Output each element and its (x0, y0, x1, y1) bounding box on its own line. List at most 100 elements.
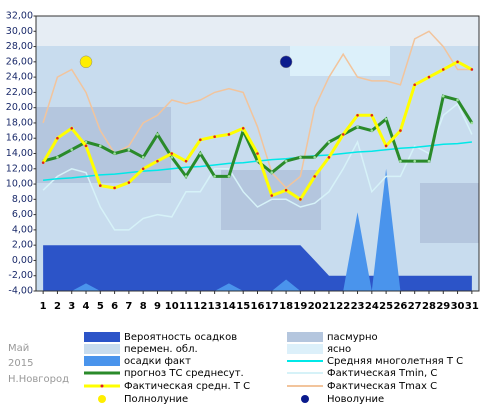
point (227, 175, 231, 178)
y-tick-label: -2,00 (8, 270, 33, 281)
point (456, 60, 459, 64)
y-tick-label: 22,00 (6, 87, 33, 98)
x-tick-label: 16 (251, 301, 265, 312)
y-tick-label: 0,00 (12, 255, 33, 266)
legend-swatch (287, 344, 323, 354)
x-tick-label: 13 (208, 301, 222, 312)
point (184, 175, 188, 178)
point (56, 156, 59, 159)
y-tick-label: -4,00 (8, 286, 33, 297)
y-tick-label: 14,00 (6, 148, 33, 159)
x-tick-label: 29 (436, 301, 450, 312)
y-tick-label: 26,00 (6, 56, 33, 67)
point (213, 135, 216, 138)
point (384, 117, 388, 121)
point (413, 159, 416, 163)
y-tick-label: 32,00 (6, 11, 33, 22)
x-tick-label: 8 (140, 301, 147, 312)
legend-swatch (287, 332, 323, 342)
moon-marker (79, 55, 93, 69)
point (427, 75, 431, 79)
point (370, 114, 374, 117)
point (113, 152, 116, 155)
point (170, 156, 174, 159)
x-tick-label: 28 (422, 301, 436, 312)
x-tick-label: 25 (379, 301, 393, 312)
point (127, 148, 131, 151)
x-tick-label: 9 (154, 301, 161, 312)
point (270, 171, 274, 174)
x-tick-label: 12 (193, 301, 207, 312)
point (370, 129, 374, 132)
legend-label: перемен. обл. (124, 344, 198, 355)
point (441, 68, 445, 71)
point (213, 175, 216, 178)
point (284, 159, 288, 163)
legend-swatch (84, 344, 120, 354)
area (43, 168, 472, 291)
legend-label: Фактическая Tmin, С (327, 368, 437, 379)
y-tick-label: 16,00 (6, 133, 33, 144)
legend-label: пасмурно (327, 332, 378, 343)
y-tick-label: 30,00 (6, 26, 33, 37)
legend-label: Новолуние (327, 394, 384, 405)
point (384, 144, 388, 148)
legend-swatch (84, 356, 120, 366)
point (41, 161, 45, 164)
x-tick-label: 7 (125, 301, 132, 312)
month: Май (8, 343, 29, 354)
x-tick-label: 2 (54, 301, 61, 312)
x-tick-label: 3 (68, 301, 75, 312)
x-tick-label: 11 (179, 301, 193, 312)
y-tick-label: 20,00 (6, 102, 33, 113)
point (199, 138, 202, 142)
point (327, 140, 331, 144)
x-tick-label: 22 (336, 301, 350, 312)
point (199, 152, 202, 155)
point (470, 68, 474, 71)
legend-label: Полнолуние (124, 394, 188, 405)
point (341, 133, 345, 136)
x-tick-label: 31 (465, 301, 479, 312)
y-tick-label: 12,00 (6, 163, 33, 174)
point (141, 167, 145, 171)
x-tick-label: 20 (308, 301, 322, 312)
point (156, 159, 159, 163)
plot (41, 30, 474, 291)
clear-band (290, 46, 390, 76)
y-tick-label: 18,00 (6, 117, 33, 128)
legend-label: ясно (327, 344, 351, 355)
legend-label: осадки факт (124, 356, 191, 367)
point (313, 175, 316, 178)
point (99, 144, 102, 148)
x-tick-label: 27 (408, 301, 422, 312)
x-tick-label: 19 (293, 301, 307, 312)
point (456, 98, 459, 102)
y-tick-label: 4,00 (12, 224, 33, 235)
sky-row (36, 16, 479, 46)
x-tick-label: 15 (236, 301, 250, 312)
point (84, 140, 88, 144)
point (327, 156, 331, 159)
point (299, 198, 302, 201)
point (399, 159, 402, 163)
point (127, 181, 131, 184)
point (141, 156, 145, 159)
x-tick-label: 4 (83, 301, 90, 312)
point (427, 159, 431, 163)
x-tick-label: 24 (365, 301, 379, 312)
year: 2015 (8, 358, 33, 369)
x-tick-label: 17 (265, 301, 279, 312)
point (70, 148, 74, 151)
x-tick-label: 30 (451, 301, 465, 312)
point (84, 144, 88, 148)
point (356, 114, 359, 117)
y-tick-label: 28,00 (6, 41, 33, 52)
legend-swatch (301, 395, 309, 403)
x-tick-label: 1 (40, 301, 47, 312)
legend-swatch (84, 332, 120, 342)
point (99, 184, 102, 187)
y-tick-label: 24,00 (6, 72, 33, 83)
y-tick-label: 8,00 (12, 194, 33, 205)
